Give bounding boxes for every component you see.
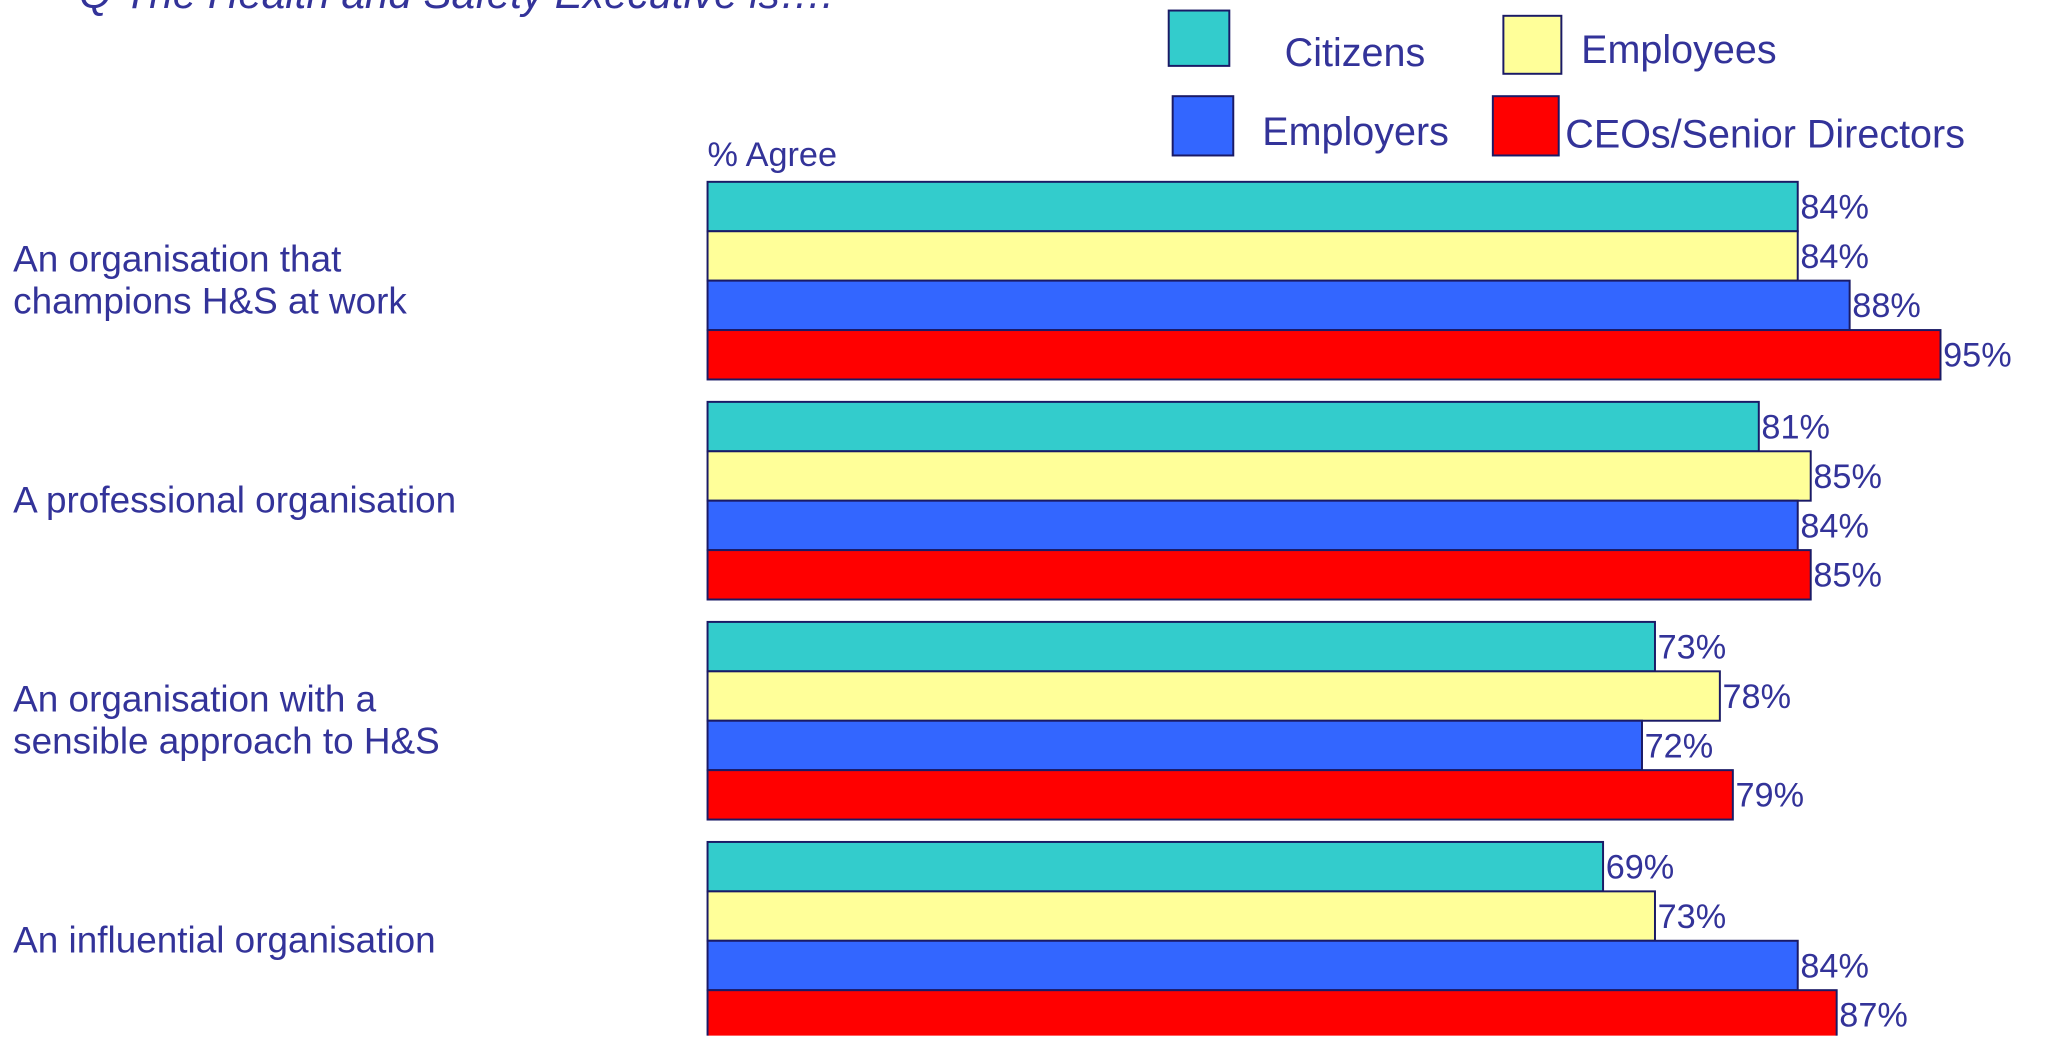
legend-label: Employers bbox=[1262, 110, 1449, 154]
category-label: An influential organisation bbox=[13, 919, 436, 961]
value-label: 78% bbox=[1722, 678, 1791, 716]
value-label: 85% bbox=[1813, 458, 1882, 496]
value-label: 84% bbox=[1800, 947, 1869, 985]
value-label: 87% bbox=[1839, 997, 1908, 1035]
bar bbox=[706, 230, 1799, 282]
bar bbox=[706, 549, 1812, 601]
value-label: 73% bbox=[1658, 628, 1727, 666]
bar bbox=[706, 769, 1734, 821]
bar bbox=[706, 329, 1942, 381]
value-label: 88% bbox=[1852, 287, 1921, 325]
axis-label: % Agree bbox=[708, 136, 837, 174]
category-label: An organisation that champions H&S at wo… bbox=[13, 238, 407, 322]
bar bbox=[706, 499, 1799, 552]
bar bbox=[706, 989, 1838, 1041]
value-label: 69% bbox=[1606, 849, 1675, 887]
bar bbox=[706, 450, 1812, 502]
bar bbox=[706, 840, 1605, 893]
legend-label: Employees bbox=[1581, 28, 1776, 72]
bar bbox=[706, 279, 1851, 332]
value-label: 73% bbox=[1658, 898, 1727, 936]
legend-swatch bbox=[1491, 95, 1560, 157]
value-label: 84% bbox=[1800, 507, 1869, 545]
value-label: 95% bbox=[1943, 337, 2012, 375]
bar bbox=[706, 890, 1656, 942]
legend-label: Citizens bbox=[1285, 31, 1426, 75]
value-label: 81% bbox=[1761, 408, 1830, 446]
bar bbox=[706, 670, 1721, 722]
bar bbox=[706, 620, 1656, 673]
bar bbox=[706, 939, 1799, 992]
value-label: 79% bbox=[1735, 777, 1804, 815]
category-label: A professional organisation bbox=[13, 479, 457, 521]
bar bbox=[706, 180, 1799, 233]
value-label: 85% bbox=[1813, 557, 1882, 595]
chart-title: Q The Health and Safety Executive is…. bbox=[79, 0, 834, 17]
legend-label: CEOs/Senior Directors bbox=[1565, 113, 1965, 157]
bar bbox=[706, 400, 1760, 453]
legend-swatch bbox=[1167, 9, 1231, 67]
value-label: 72% bbox=[1645, 727, 1714, 765]
value-label: 84% bbox=[1800, 238, 1869, 276]
legend-swatch bbox=[1502, 14, 1563, 75]
value-label: 84% bbox=[1800, 188, 1869, 226]
legend-swatch bbox=[1171, 95, 1235, 157]
bar bbox=[706, 719, 1643, 772]
category-label: An organisation with a sensible approach… bbox=[13, 678, 440, 762]
